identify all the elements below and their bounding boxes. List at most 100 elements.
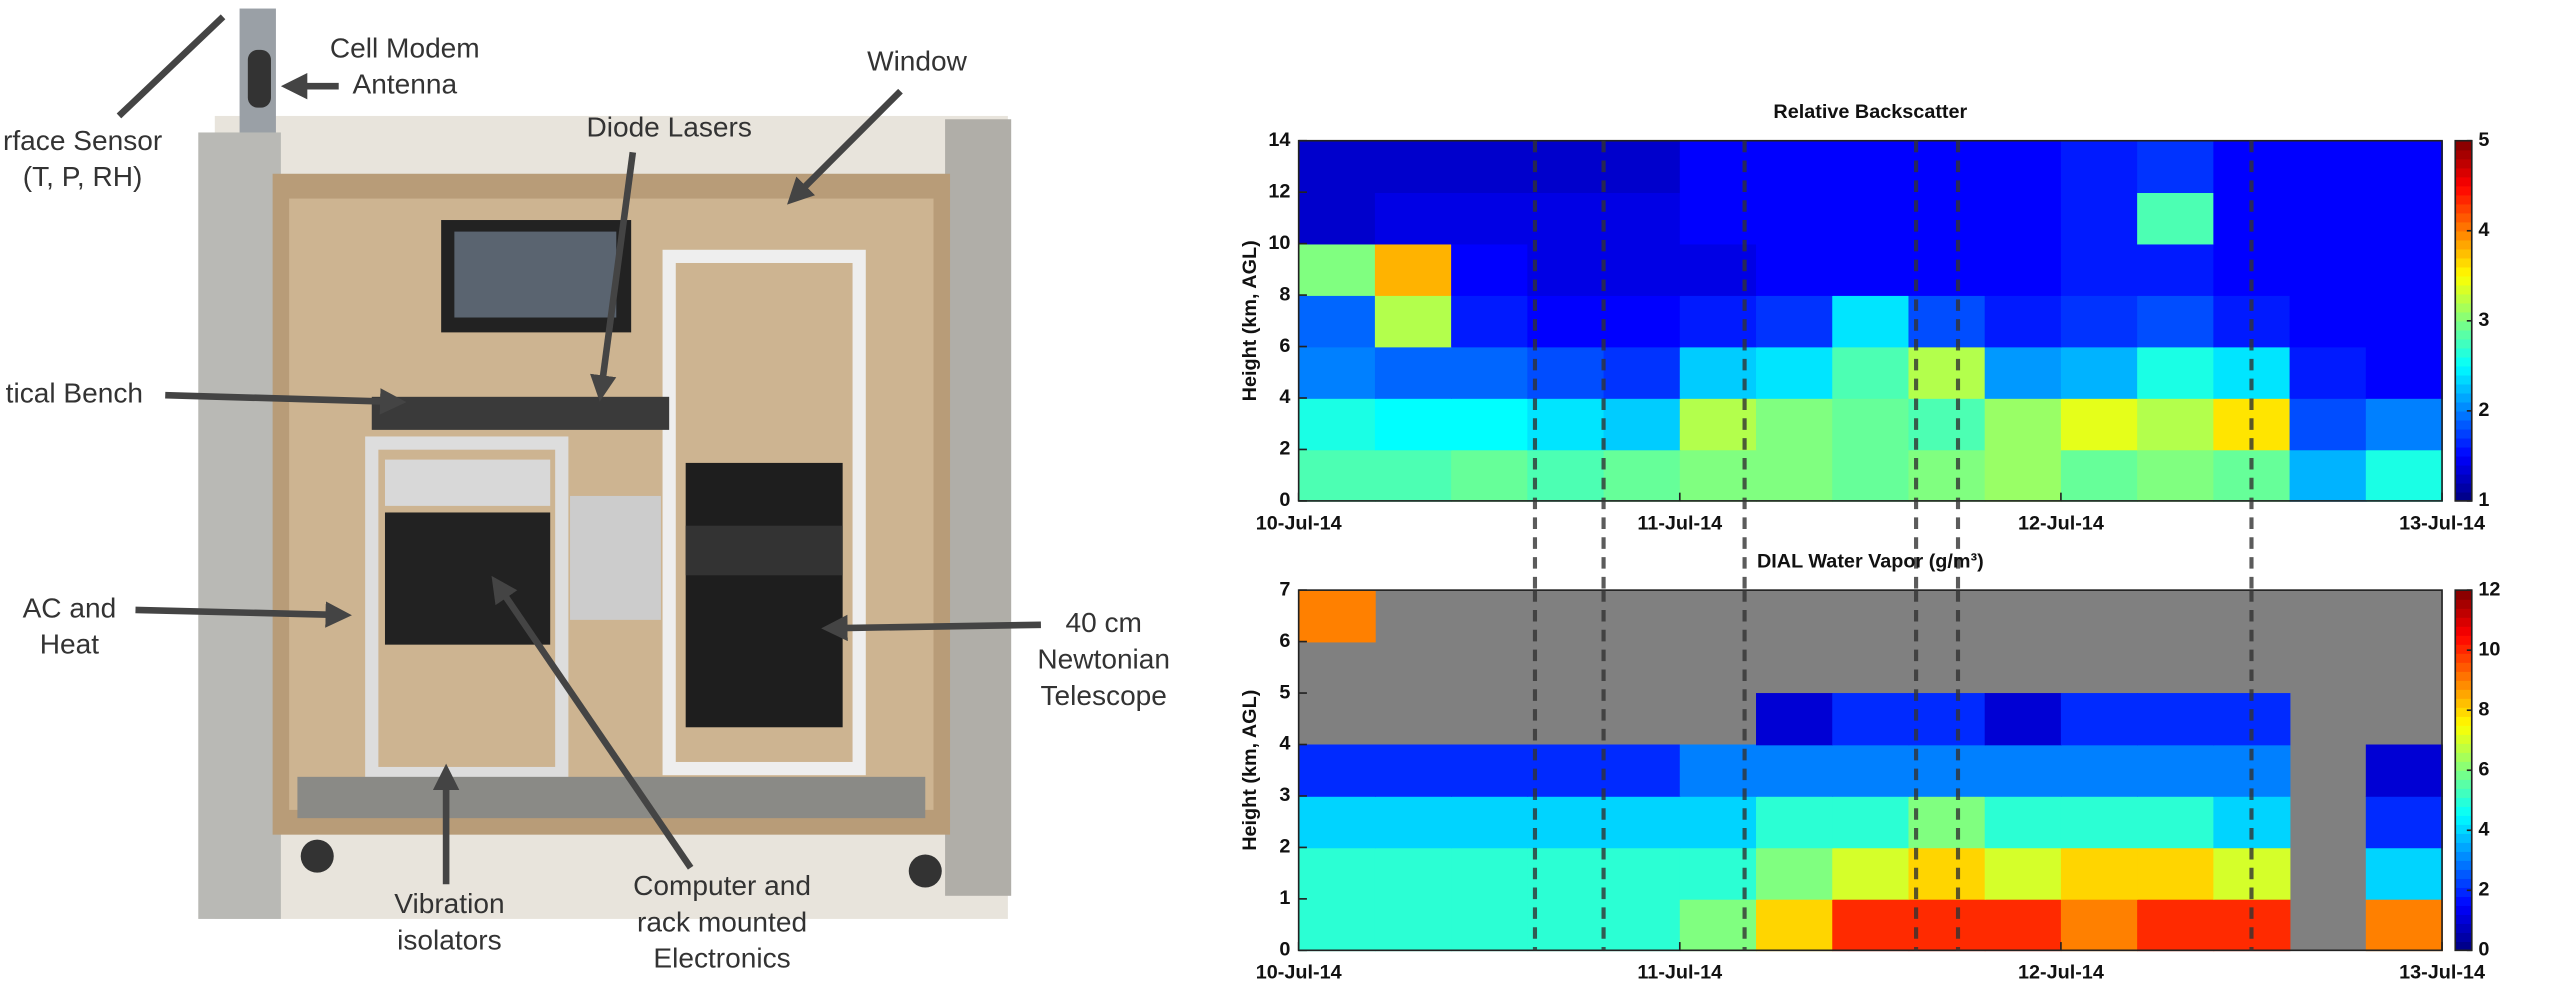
- heatmap-cell: [1374, 847, 1452, 900]
- colorbar-step: [2455, 455, 2472, 466]
- heatmap-cell: [1908, 693, 1986, 746]
- heatmap-cell: [1756, 693, 1834, 746]
- colorbar-step: [2455, 635, 2472, 645]
- colorbar-step: [2455, 212, 2472, 223]
- keyboard: [685, 525, 843, 576]
- colorbar-step: [2455, 221, 2472, 232]
- colorbar-step: [2455, 257, 2472, 268]
- heatmap-cell: [1984, 898, 2062, 952]
- colorbar-step: [2455, 617, 2472, 627]
- heatmap-cell: [1603, 243, 1681, 296]
- heatmap-cell: [1756, 847, 1834, 900]
- colorbar-step: [2455, 185, 2472, 196]
- heatmap-cell: [1603, 295, 1681, 348]
- colorbar-step: [2455, 284, 2472, 295]
- heatmap-cell: [1451, 795, 1529, 849]
- y-axis-label: Height (km, AGL): [1239, 240, 1261, 401]
- heatmap-cell: [2137, 243, 2215, 296]
- y-tick-label: 10: [1268, 232, 1290, 254]
- colorbar-step: [2455, 860, 2472, 870]
- heatmap-cell: [1298, 295, 1376, 348]
- photo-label: 40 cm: [1065, 607, 1141, 638]
- heatmap-cell: [1603, 898, 1681, 952]
- caster: [300, 839, 334, 873]
- optical-bench: [371, 396, 670, 430]
- heatmap-cell: [1527, 795, 1605, 849]
- heatmap-cell: [1298, 243, 1376, 296]
- heatmap-cell: [1374, 192, 1452, 245]
- colorbar-step: [2455, 482, 2472, 493]
- colorbar-step: [2455, 338, 2472, 349]
- x-tick-label: 10-Jul-14: [1256, 962, 1342, 982]
- heatmap-cell: [2365, 847, 2443, 900]
- colorbar-step: [2455, 347, 2472, 358]
- heatmap-cell: [1527, 744, 1605, 797]
- colorbar-step: [2455, 383, 2472, 394]
- colorbar-step: [2455, 788, 2472, 798]
- colorbar-step: [2455, 140, 2472, 151]
- colorbar-step: [2455, 302, 2472, 313]
- heatmap-cell: [2365, 898, 2443, 952]
- colorbar-step: [2455, 797, 2472, 807]
- heatmap-cell: [2137, 744, 2215, 797]
- colorbar-step: [2455, 869, 2472, 879]
- heatmap-cell: [2365, 449, 2443, 502]
- photo-label: (T, P, RH): [23, 161, 143, 192]
- heatmap-cell: [2289, 398, 2367, 451]
- colorbar-step: [2455, 590, 2472, 600]
- heatmap-cell: [1527, 140, 1605, 194]
- heatmap-cell: [2213, 192, 2291, 245]
- heatmap-cell: [2213, 898, 2291, 952]
- colorbar-step: [2455, 473, 2472, 484]
- heatmap-cell: [2137, 898, 2215, 952]
- heatmap-cell: [2137, 398, 2215, 451]
- colorbar-step: [2455, 275, 2472, 286]
- arrow: [590, 151, 637, 402]
- photo-label: AC and: [23, 592, 117, 623]
- heatmap-cell: [1298, 192, 1376, 245]
- heatmap-cell: [2289, 346, 2367, 399]
- heatmap-cell: [1908, 449, 1986, 502]
- heatmap-cell: [1603, 795, 1681, 849]
- heatmap-cell: [1756, 346, 1834, 399]
- x-tick-label: 11-Jul-14: [1637, 962, 1722, 982]
- heatmap-cell: [1374, 398, 1452, 451]
- heatmap-cell: [1374, 295, 1452, 348]
- heatmap-cell: [1451, 847, 1529, 900]
- colorbar-step: [2455, 806, 2472, 816]
- colorbar-step: [2455, 419, 2472, 430]
- heatmap-cell: [2365, 295, 2443, 348]
- colorbar-step: [2455, 626, 2472, 636]
- y-tick-label: 7: [1279, 578, 1290, 600]
- heatmap-cell: [1832, 295, 1910, 348]
- heatmap-cell: [1679, 898, 1757, 952]
- heatmap-cell: [2060, 295, 2138, 348]
- arrow: [491, 575, 694, 870]
- heatmap-cell: [1984, 744, 2062, 797]
- colorbar-step: [2455, 734, 2472, 744]
- x-tick-label: 12-Jul-14: [2018, 962, 2104, 982]
- heatmap-cell: [2137, 295, 2215, 348]
- heatmap-cell: [1908, 243, 1986, 296]
- colorbar-step: [2455, 428, 2472, 439]
- heatmap-cell: [2060, 192, 2138, 245]
- colorbar-step: [2455, 743, 2472, 753]
- x-tick-label: 10-Jul-14: [1256, 512, 1342, 534]
- colorbar-step: [2455, 896, 2472, 906]
- colorbar-step: [2455, 266, 2472, 277]
- colorbar-step: [2455, 293, 2472, 304]
- y-tick-label: 4: [1279, 386, 1290, 408]
- y-tick-label: 8: [1279, 283, 1290, 305]
- colorbar-step: [2455, 491, 2472, 502]
- heatmap-cell: [1908, 192, 1986, 245]
- heatmap-cell: [1298, 590, 1376, 643]
- heatmap-cell: [1527, 449, 1605, 502]
- heatmap-cell: [1374, 140, 1452, 194]
- heatmap-cell: [1756, 140, 1834, 194]
- colorbar-step: [2455, 716, 2472, 726]
- heatmap-cell: [1374, 346, 1452, 399]
- heatmap-cell: [1679, 346, 1757, 399]
- heatmap-cell: [1603, 398, 1681, 451]
- heatmap-cell: [1527, 898, 1605, 952]
